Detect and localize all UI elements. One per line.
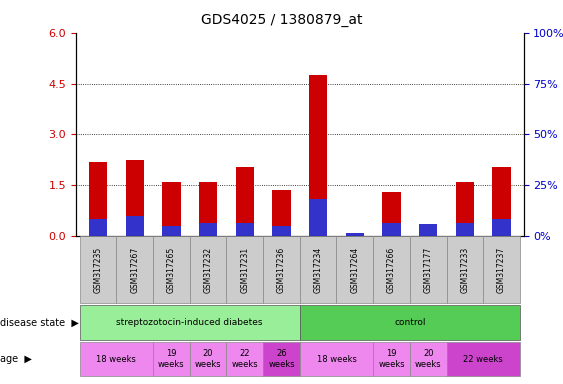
Bar [126, 160, 144, 236]
Text: GSM317237: GSM317237 [497, 247, 506, 293]
Bar [126, 216, 144, 236]
Text: GSM317234: GSM317234 [314, 247, 323, 293]
Bar [346, 233, 364, 236]
Bar [419, 229, 437, 236]
Bar [89, 219, 107, 236]
Text: GSM317233: GSM317233 [461, 247, 470, 293]
Text: GSM317177: GSM317177 [424, 247, 433, 293]
Text: GSM317231: GSM317231 [240, 247, 249, 293]
Text: GSM317232: GSM317232 [204, 247, 213, 293]
Bar [199, 182, 217, 236]
Bar [382, 223, 401, 236]
Bar [272, 190, 291, 236]
Bar [235, 223, 254, 236]
Text: 20
weeks: 20 weeks [415, 349, 441, 369]
Text: 22
weeks: 22 weeks [231, 349, 258, 369]
Text: GSM317264: GSM317264 [350, 247, 359, 293]
Bar [309, 199, 327, 236]
Bar [455, 182, 474, 236]
Text: GSM317266: GSM317266 [387, 247, 396, 293]
Bar [199, 223, 217, 236]
Bar [272, 226, 291, 236]
Bar [235, 167, 254, 236]
Text: GSM317236: GSM317236 [277, 247, 286, 293]
Text: GDS4025 / 1380879_at: GDS4025 / 1380879_at [201, 13, 362, 27]
Text: 20
weeks: 20 weeks [195, 349, 221, 369]
Bar [89, 162, 107, 236]
Text: 22 weeks: 22 weeks [463, 354, 503, 364]
Text: 18 weeks: 18 weeks [316, 354, 356, 364]
Bar [455, 223, 474, 236]
Text: GSM317235: GSM317235 [93, 247, 102, 293]
Bar [493, 167, 511, 236]
Text: disease state  ▶: disease state ▶ [0, 318, 79, 328]
Bar [346, 235, 364, 236]
Text: GSM317265: GSM317265 [167, 247, 176, 293]
Text: 19
weeks: 19 weeks [158, 349, 185, 369]
Text: 18 weeks: 18 weeks [96, 354, 136, 364]
Bar [382, 192, 401, 236]
Text: 19
weeks: 19 weeks [378, 349, 405, 369]
Bar [309, 75, 327, 236]
Bar [162, 226, 181, 236]
Bar [493, 219, 511, 236]
Text: streptozotocin-induced diabetes: streptozotocin-induced diabetes [117, 318, 263, 327]
Text: age  ▶: age ▶ [0, 354, 32, 364]
Text: GSM317267: GSM317267 [130, 247, 139, 293]
Text: control: control [394, 318, 426, 327]
Bar [419, 224, 437, 236]
Text: 26
weeks: 26 weeks [268, 349, 295, 369]
Bar [162, 182, 181, 236]
